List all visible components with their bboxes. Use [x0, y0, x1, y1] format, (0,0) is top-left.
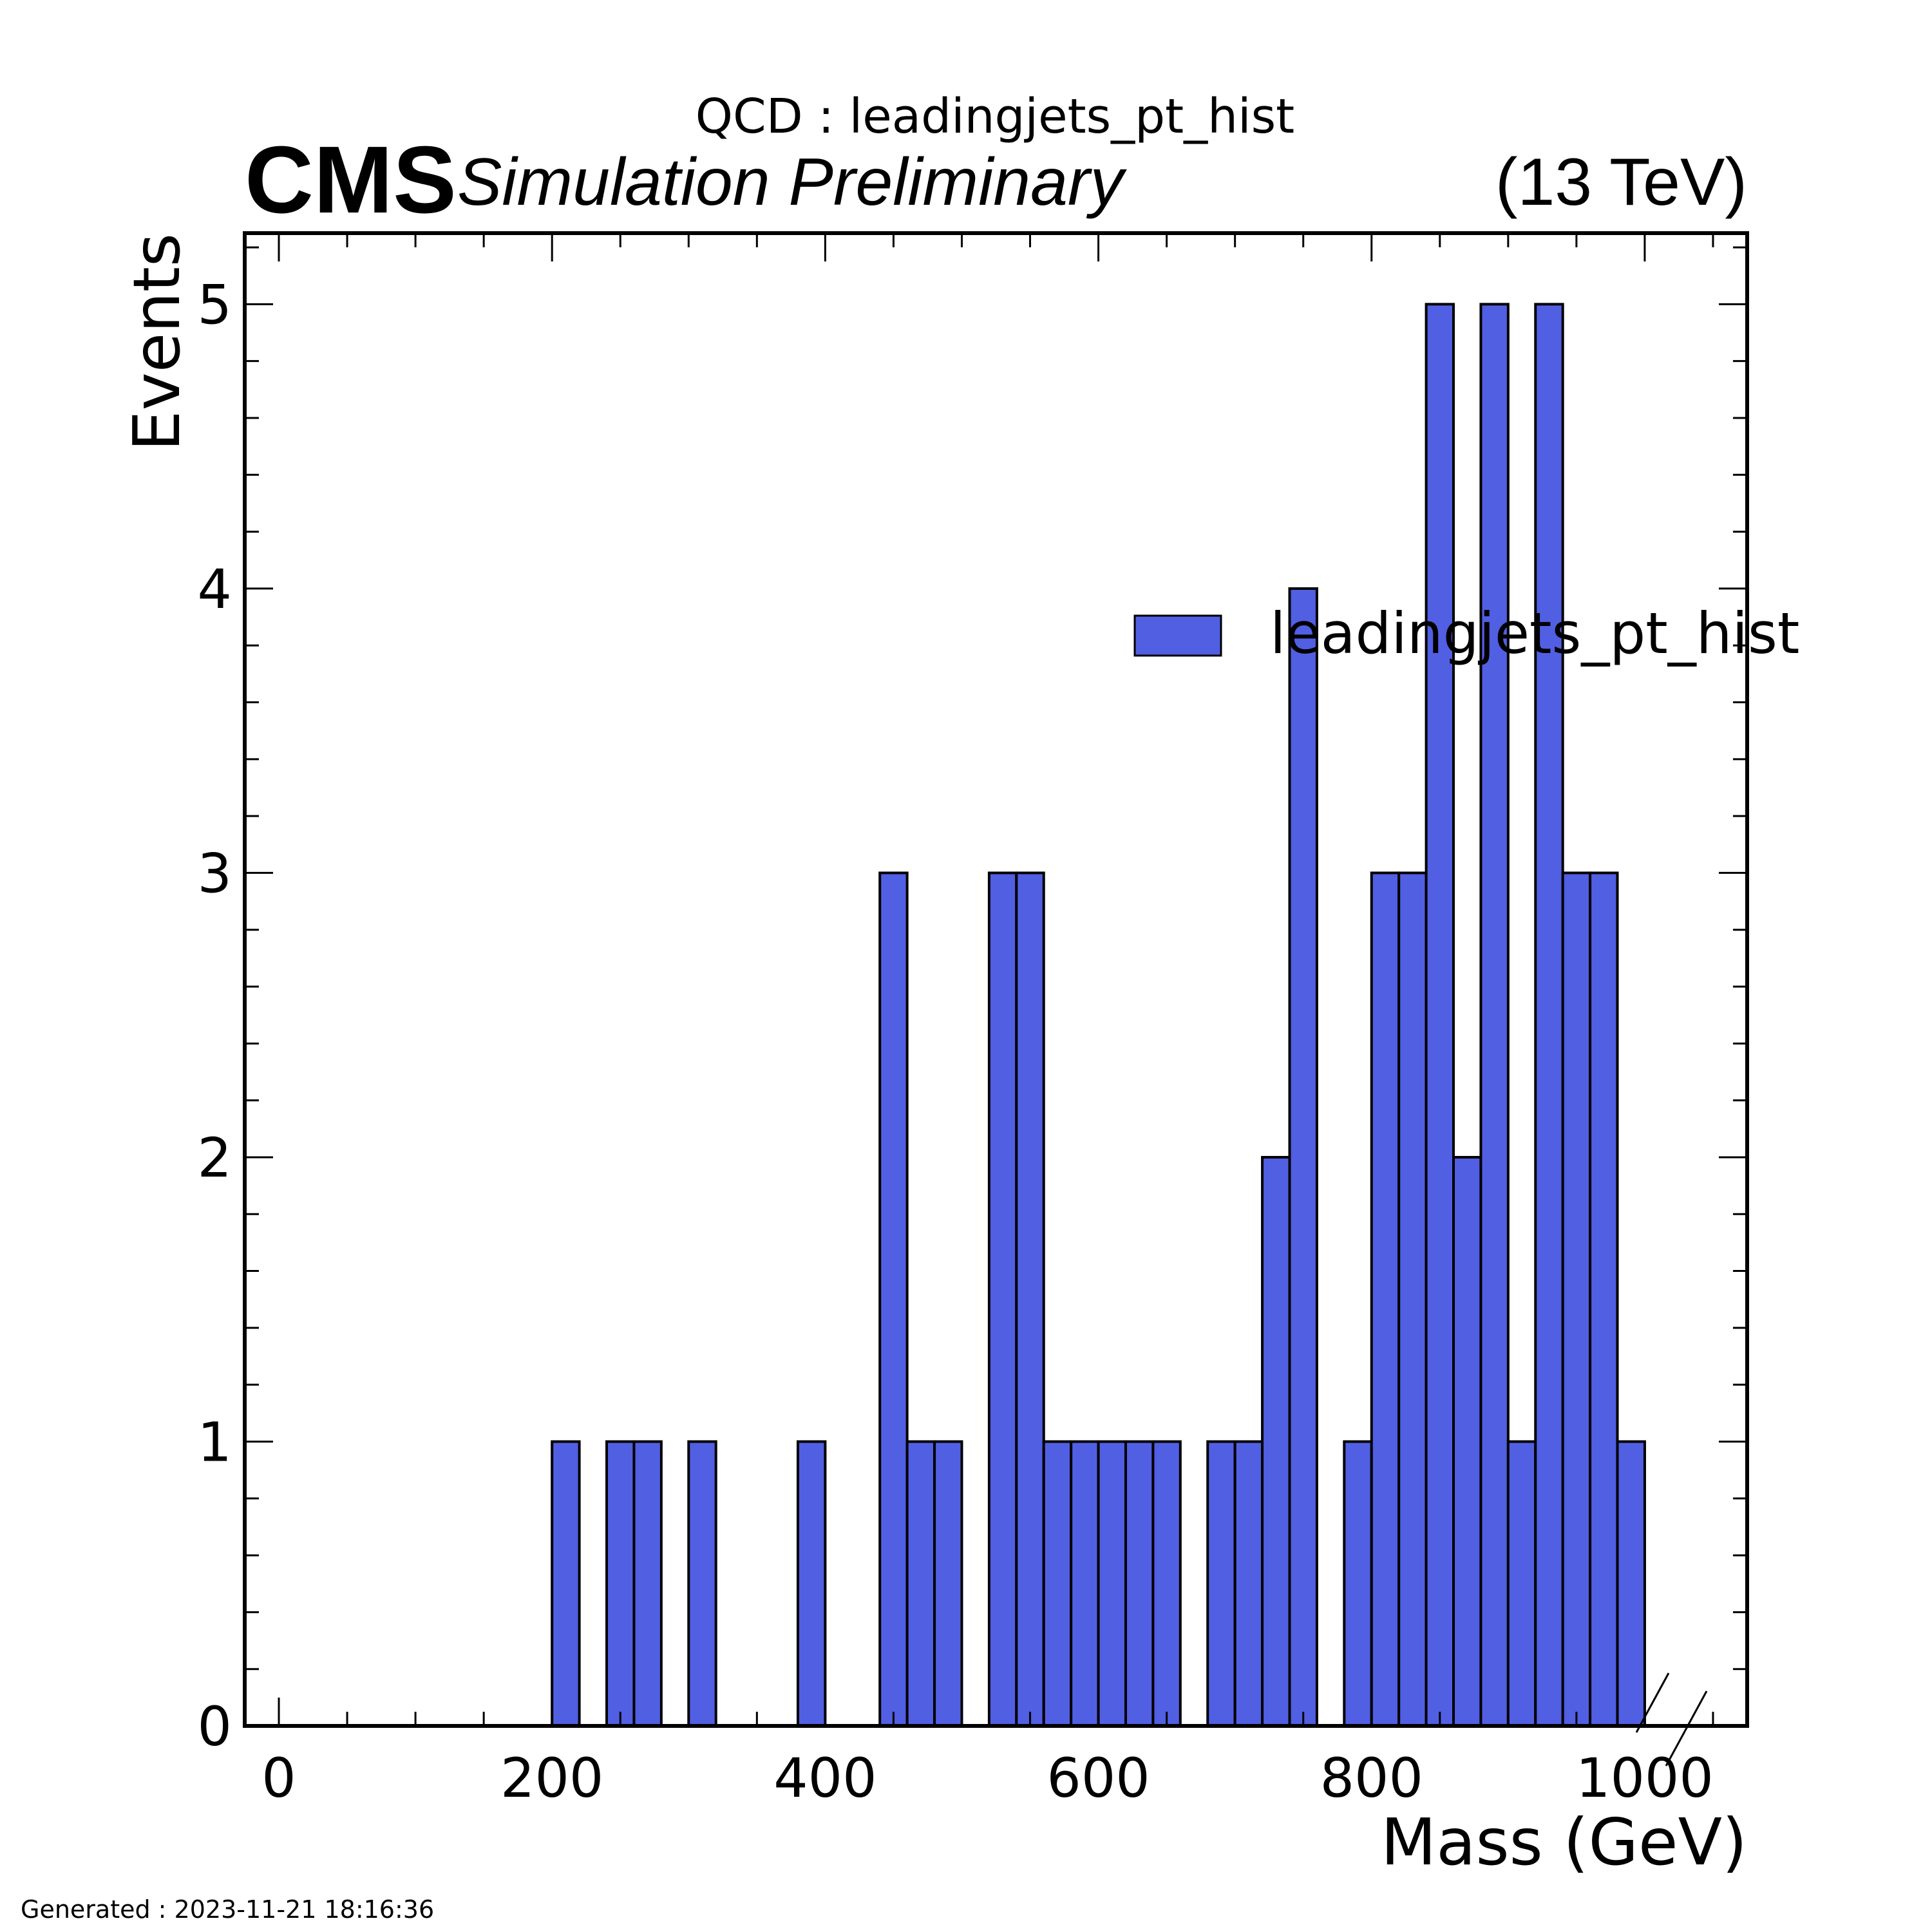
- histogram-bar: [1070, 1440, 1100, 1727]
- cms-label: CMS: [245, 127, 457, 233]
- x-axis-label: Mass (GeV): [1381, 1804, 1747, 1880]
- histogram-bar: [605, 1440, 636, 1727]
- y-tick-label: 4: [198, 558, 232, 621]
- histogram-bar: [1397, 871, 1428, 1727]
- histogram-bar: [1506, 1440, 1537, 1727]
- x-tick-label: 600: [1046, 1747, 1150, 1810]
- y-tick-label: 5: [198, 273, 232, 336]
- generated-timestamp: Generated : 2023-11-21 18:16:36: [21, 1895, 434, 1924]
- y-tick-label: 2: [198, 1126, 232, 1189]
- plot-frame: [243, 231, 1749, 1728]
- y-tick-label: 0: [198, 1695, 232, 1758]
- legend: leadingjets_pt_hist: [1133, 600, 1799, 667]
- x-tick-label: 800: [1320, 1747, 1423, 1810]
- chart-title: QCD : leadingjets_pt_hist: [696, 89, 1294, 144]
- histogram-bar: [1589, 871, 1619, 1727]
- histogram-bar: [878, 871, 909, 1727]
- x-tick-label: 200: [500, 1747, 603, 1810]
- histogram-bar: [1616, 1440, 1646, 1727]
- histogram-bar: [1097, 1440, 1127, 1727]
- histogram-bar: [1151, 1440, 1182, 1727]
- histogram-bar: [1261, 1155, 1291, 1727]
- histogram-bar: [987, 871, 1018, 1727]
- y-tick-label: 1: [198, 1410, 232, 1473]
- histogram-bar: [905, 1440, 936, 1727]
- axis-break-icon: [1635, 1672, 1708, 1766]
- histogram-bars: [551, 303, 1646, 1728]
- histogram-bar: [933, 1440, 963, 1727]
- histogram-bar: [1343, 1440, 1373, 1727]
- energy-label: (13 TeV): [1495, 145, 1747, 220]
- simulation-label: Simulation Preliminary: [457, 145, 1128, 220]
- x-tick-label: 400: [773, 1747, 876, 1810]
- y-tick-label: 3: [198, 842, 232, 905]
- legend-label-leadingjets-pt-hist: leadingjets_pt_hist: [1270, 600, 1799, 667]
- histogram-bar: [687, 1440, 717, 1727]
- histogram-bar: [1288, 587, 1318, 1727]
- axis-tick-labels: 0 200 400 600 800 1000 0 1 2 3 4 5: [198, 273, 1714, 1810]
- legend-swatch: [1133, 614, 1222, 657]
- histogram-bar: [1042, 1440, 1073, 1727]
- histogram-bar: [796, 1440, 827, 1727]
- axis-ticks: [245, 233, 1747, 1727]
- x-tick-label: 0: [261, 1747, 296, 1810]
- histogram-bar: [632, 1440, 663, 1727]
- histogram-bar: [1370, 871, 1401, 1727]
- y-axis-label: Events: [119, 233, 194, 451]
- histogram-bar: [1534, 303, 1564, 1728]
- histogram-bar: [1452, 1155, 1482, 1727]
- histogram-bar: [1124, 1440, 1155, 1727]
- x-tick-label: 1000: [1576, 1747, 1714, 1810]
- histogram-bar: [1561, 871, 1592, 1727]
- histogram-bar: [1425, 303, 1455, 1728]
- histogram-bar: [551, 1440, 581, 1727]
- histogram-bar: [1233, 1440, 1264, 1727]
- histogram-bar: [1206, 1440, 1236, 1727]
- histogram-bar: [1479, 303, 1510, 1728]
- histogram-bar: [1015, 871, 1045, 1727]
